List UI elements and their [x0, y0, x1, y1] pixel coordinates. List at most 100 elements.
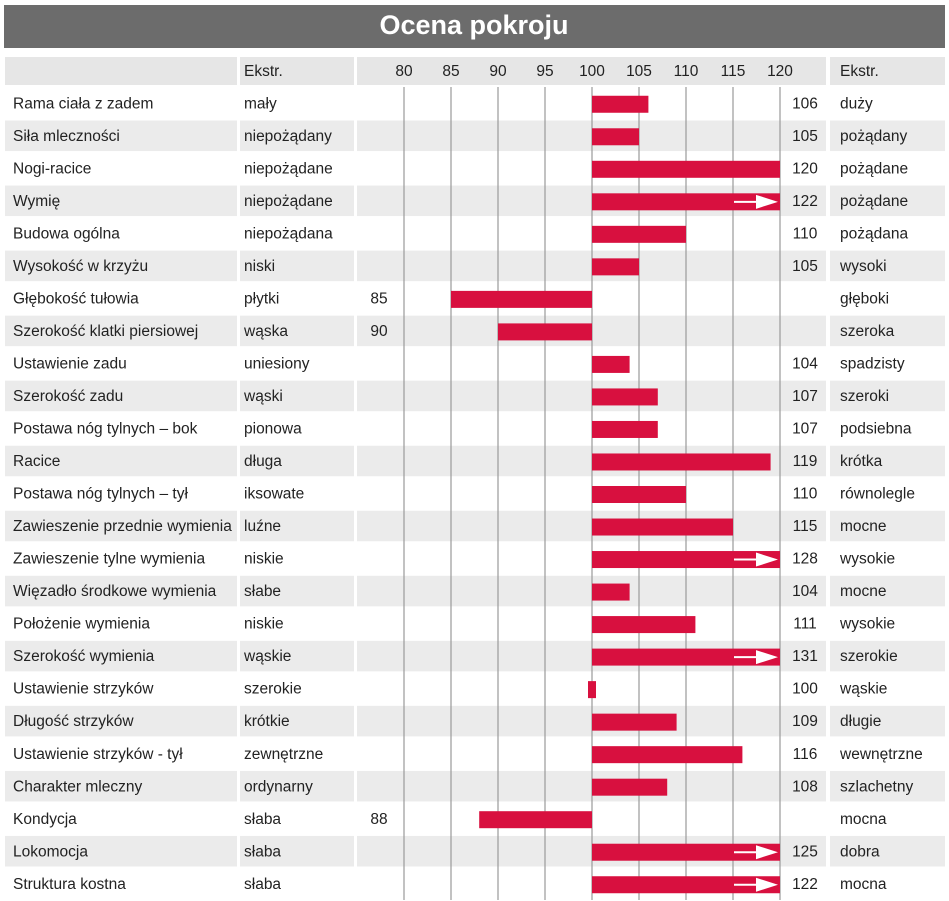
left-extreme: zewnętrzne	[244, 746, 323, 763]
row-cell	[240, 413, 354, 444]
left-extreme: szerokie	[244, 681, 302, 698]
value-label: 88	[370, 811, 387, 828]
category-label: Charakter mleczny	[13, 778, 142, 795]
row-cell	[830, 315, 945, 347]
row-cell	[830, 88, 945, 119]
value-label: 110	[793, 486, 818, 503]
left-extreme: niski	[244, 258, 275, 275]
value-label: 122	[792, 193, 818, 210]
bar	[592, 713, 677, 731]
left-extreme: płytki	[244, 290, 279, 307]
value-label: 105	[792, 128, 818, 145]
row-cell	[5, 608, 237, 639]
row-cell	[830, 380, 945, 412]
value-label: 104	[792, 583, 818, 600]
row-cell	[240, 868, 354, 899]
row-cell	[240, 543, 354, 574]
row-cell	[5, 705, 237, 737]
chart-title: Ocena pokroju	[379, 10, 568, 40]
row-cell	[830, 705, 945, 737]
bar	[592, 128, 639, 146]
category-label: Wysokość w krzyżu	[13, 258, 148, 275]
row-cell	[240, 218, 354, 249]
row-cell	[830, 153, 945, 184]
row-cell	[830, 868, 945, 899]
row-cell	[5, 120, 237, 152]
row-cell	[5, 380, 237, 412]
right-extreme: wysoki	[839, 258, 887, 275]
row-cell	[240, 705, 354, 737]
row-cell	[830, 543, 945, 574]
row-cell	[5, 88, 237, 119]
left-extreme: ordynarny	[244, 778, 313, 795]
row-cell	[830, 413, 945, 444]
right-extreme: szeroki	[840, 388, 889, 405]
left-header: Ekstr.	[244, 63, 283, 80]
category-label: Kondycja	[13, 811, 77, 828]
right-extreme: podsiebna	[840, 421, 912, 438]
value-label: 111	[793, 616, 817, 633]
row-cell	[5, 445, 237, 477]
category-label: Lokomocja	[13, 843, 88, 860]
x-tick-label: 110	[674, 63, 699, 80]
row-cell	[5, 640, 237, 672]
category-label: Więzadło środkowe wymienia	[13, 583, 217, 600]
row-cell	[5, 575, 237, 607]
row-cell	[5, 868, 237, 899]
row-cell	[830, 608, 945, 639]
row-cell	[5, 315, 237, 347]
value-label: 109	[792, 713, 818, 730]
row-cell	[5, 478, 237, 509]
x-tick-label: 115	[721, 63, 746, 80]
left-extreme: luźne	[244, 518, 281, 535]
left-extreme: słaba	[244, 876, 281, 893]
value-label: 119	[793, 453, 818, 470]
overflow-arrow	[756, 194, 778, 209]
left-extreme: niskie	[244, 616, 284, 633]
left-extreme: mały	[244, 95, 277, 112]
x-tick-label: 80	[395, 63, 413, 80]
left-extreme: uniesiony	[244, 356, 310, 373]
category-label: Wymię	[13, 193, 60, 210]
right-extreme: pożądane	[840, 193, 908, 210]
right-extreme: wąskie	[839, 681, 887, 698]
row-cell	[5, 250, 237, 282]
category-label: Ustawienie zadu	[13, 356, 127, 373]
left-extreme: pionowa	[244, 421, 302, 438]
right-extreme: głęboki	[840, 290, 889, 307]
row-cell	[830, 348, 945, 379]
header-cell	[5, 57, 237, 85]
row-cell	[5, 185, 237, 217]
row-cell	[830, 250, 945, 282]
row-cell	[240, 348, 354, 379]
right-extreme: wysokie	[839, 551, 895, 568]
x-tick-label: 95	[536, 63, 553, 80]
right-extreme: krótka	[840, 453, 883, 470]
value-label: 90	[370, 323, 388, 340]
value-label: 107	[792, 388, 818, 405]
row-cell	[830, 218, 945, 249]
category-label: Położenie wymienia	[13, 616, 150, 633]
bar	[592, 388, 658, 406]
row-cell	[240, 250, 354, 282]
left-extreme: wąski	[243, 388, 283, 405]
category-label: Zawieszenie tylne wymienia	[13, 551, 205, 568]
category-label: Ustawienie strzyków - tył	[13, 746, 183, 763]
left-extreme: wąskie	[243, 648, 291, 665]
row-cell	[5, 510, 237, 542]
row-cell	[240, 283, 354, 314]
value-label: 122	[792, 876, 818, 893]
header-cell	[240, 57, 354, 85]
row-cell	[830, 575, 945, 607]
bar	[592, 518, 733, 536]
row-cell	[240, 673, 354, 704]
value-label: 128	[792, 551, 818, 568]
category-label: Postawa nóg tylnych – tył	[13, 486, 188, 503]
header-cell	[830, 57, 945, 85]
row-cell	[240, 738, 354, 769]
right-header: Ekstr.	[840, 63, 879, 80]
bar	[592, 746, 743, 764]
left-extreme: niskie	[244, 551, 284, 568]
row-cell	[240, 315, 354, 347]
value-label: 108	[792, 778, 818, 795]
